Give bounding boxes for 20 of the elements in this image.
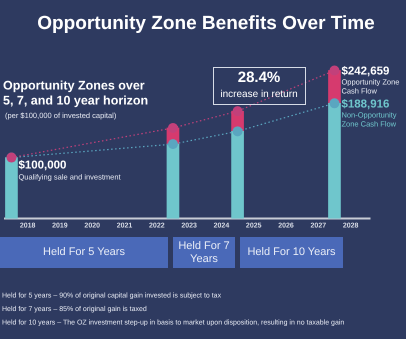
point	[232, 126, 243, 136]
bar	[5, 157, 18, 219]
point	[232, 106, 243, 116]
text: Opportunity Zone Benefits Over Time	[37, 13, 375, 34]
text: Opportunity Zones over 5, 7, and 10 year horizon	[3, 78, 148, 108]
label-box: Held For 10 Years	[240, 237, 343, 268]
point	[168, 139, 178, 150]
label-box: Held For 7 Years	[173, 237, 235, 268]
label-box: Held For 5 Years	[0, 237, 168, 268]
bar	[231, 130, 244, 219]
data-label: $188,916	[341, 98, 390, 110]
point	[329, 98, 340, 108]
annotation: 28.4%	[238, 69, 280, 86]
point	[168, 122, 178, 133]
annotation: increase in return	[220, 88, 298, 100]
data-label: $100,000	[18, 160, 66, 172]
bar	[166, 144, 180, 219]
data-label: $242,659	[341, 66, 390, 78]
bar	[328, 102, 341, 219]
point	[329, 65, 340, 76]
